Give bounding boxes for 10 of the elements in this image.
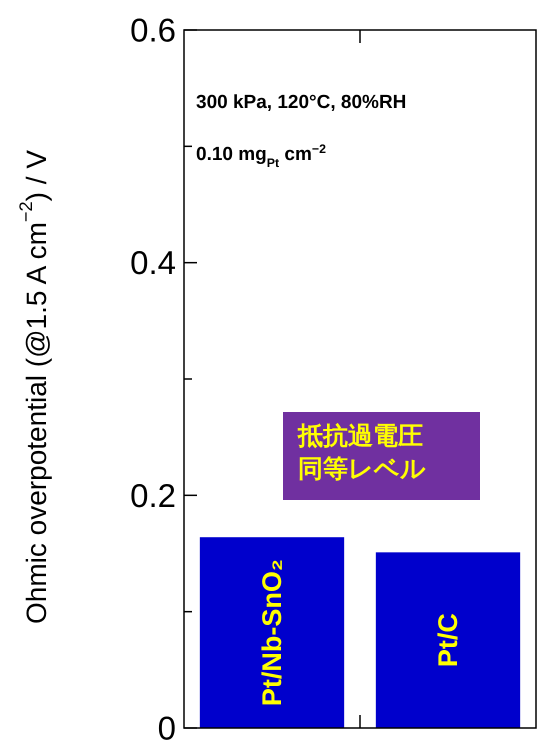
x-tick-label: Pt/Nb-SnO₂: [257, 559, 287, 706]
y-tick-label: 0: [158, 710, 176, 746]
annotation: 同等レベル: [298, 455, 426, 483]
annotation: 0.10 mg$_{Pt}$ cm$^{−2}$: [196, 142, 326, 170]
y-tick-label: 0.2: [130, 476, 176, 514]
annotation: 300 kPa, 120°C, 80%RH: [196, 92, 406, 113]
y-tick-label: 0.4: [130, 244, 176, 282]
annotation: 抵抗過電圧: [297, 422, 423, 450]
y-tick-label: 0.6: [130, 12, 176, 48]
x-tick-label: Pt/C: [433, 613, 463, 668]
